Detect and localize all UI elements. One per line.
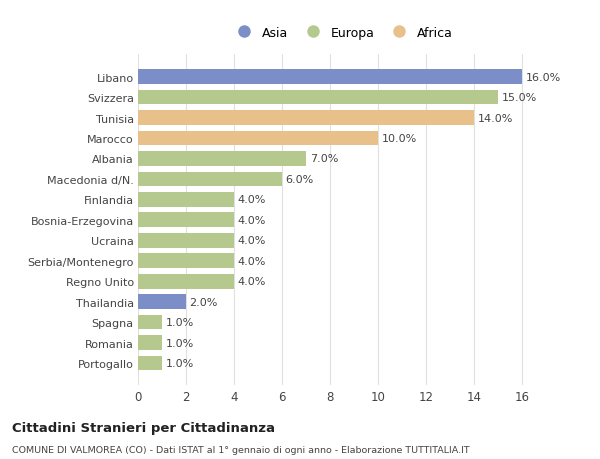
Text: 2.0%: 2.0%: [190, 297, 218, 307]
Bar: [138, 111, 474, 126]
Bar: [138, 336, 162, 350]
Text: 14.0%: 14.0%: [478, 113, 513, 123]
Text: Cittadini Stranieri per Cittadinanza: Cittadini Stranieri per Cittadinanza: [12, 421, 275, 434]
Bar: [138, 193, 234, 207]
Text: 4.0%: 4.0%: [238, 236, 266, 246]
Text: 6.0%: 6.0%: [286, 174, 314, 185]
Bar: [138, 70, 522, 85]
Text: 4.0%: 4.0%: [238, 215, 266, 225]
Text: 4.0%: 4.0%: [238, 195, 266, 205]
Bar: [138, 254, 234, 269]
Bar: [138, 213, 234, 228]
Bar: [138, 315, 162, 330]
Bar: [138, 90, 498, 105]
Bar: [138, 274, 234, 289]
Text: 1.0%: 1.0%: [166, 317, 194, 327]
Text: 4.0%: 4.0%: [238, 277, 266, 286]
Text: 15.0%: 15.0%: [502, 93, 537, 103]
Text: 16.0%: 16.0%: [526, 73, 561, 83]
Bar: [138, 295, 186, 309]
Bar: [138, 131, 378, 146]
Text: 4.0%: 4.0%: [238, 256, 266, 266]
Text: 7.0%: 7.0%: [310, 154, 338, 164]
Text: 1.0%: 1.0%: [166, 358, 194, 368]
Bar: [138, 152, 306, 167]
Legend: Asia, Europa, Africa: Asia, Europa, Africa: [227, 22, 458, 45]
Text: 1.0%: 1.0%: [166, 338, 194, 348]
Bar: [138, 172, 282, 187]
Bar: [138, 233, 234, 248]
Text: 10.0%: 10.0%: [382, 134, 417, 144]
Text: COMUNE DI VALMOREA (CO) - Dati ISTAT al 1° gennaio di ogni anno - Elaborazione T: COMUNE DI VALMOREA (CO) - Dati ISTAT al …: [12, 445, 470, 454]
Bar: [138, 356, 162, 370]
